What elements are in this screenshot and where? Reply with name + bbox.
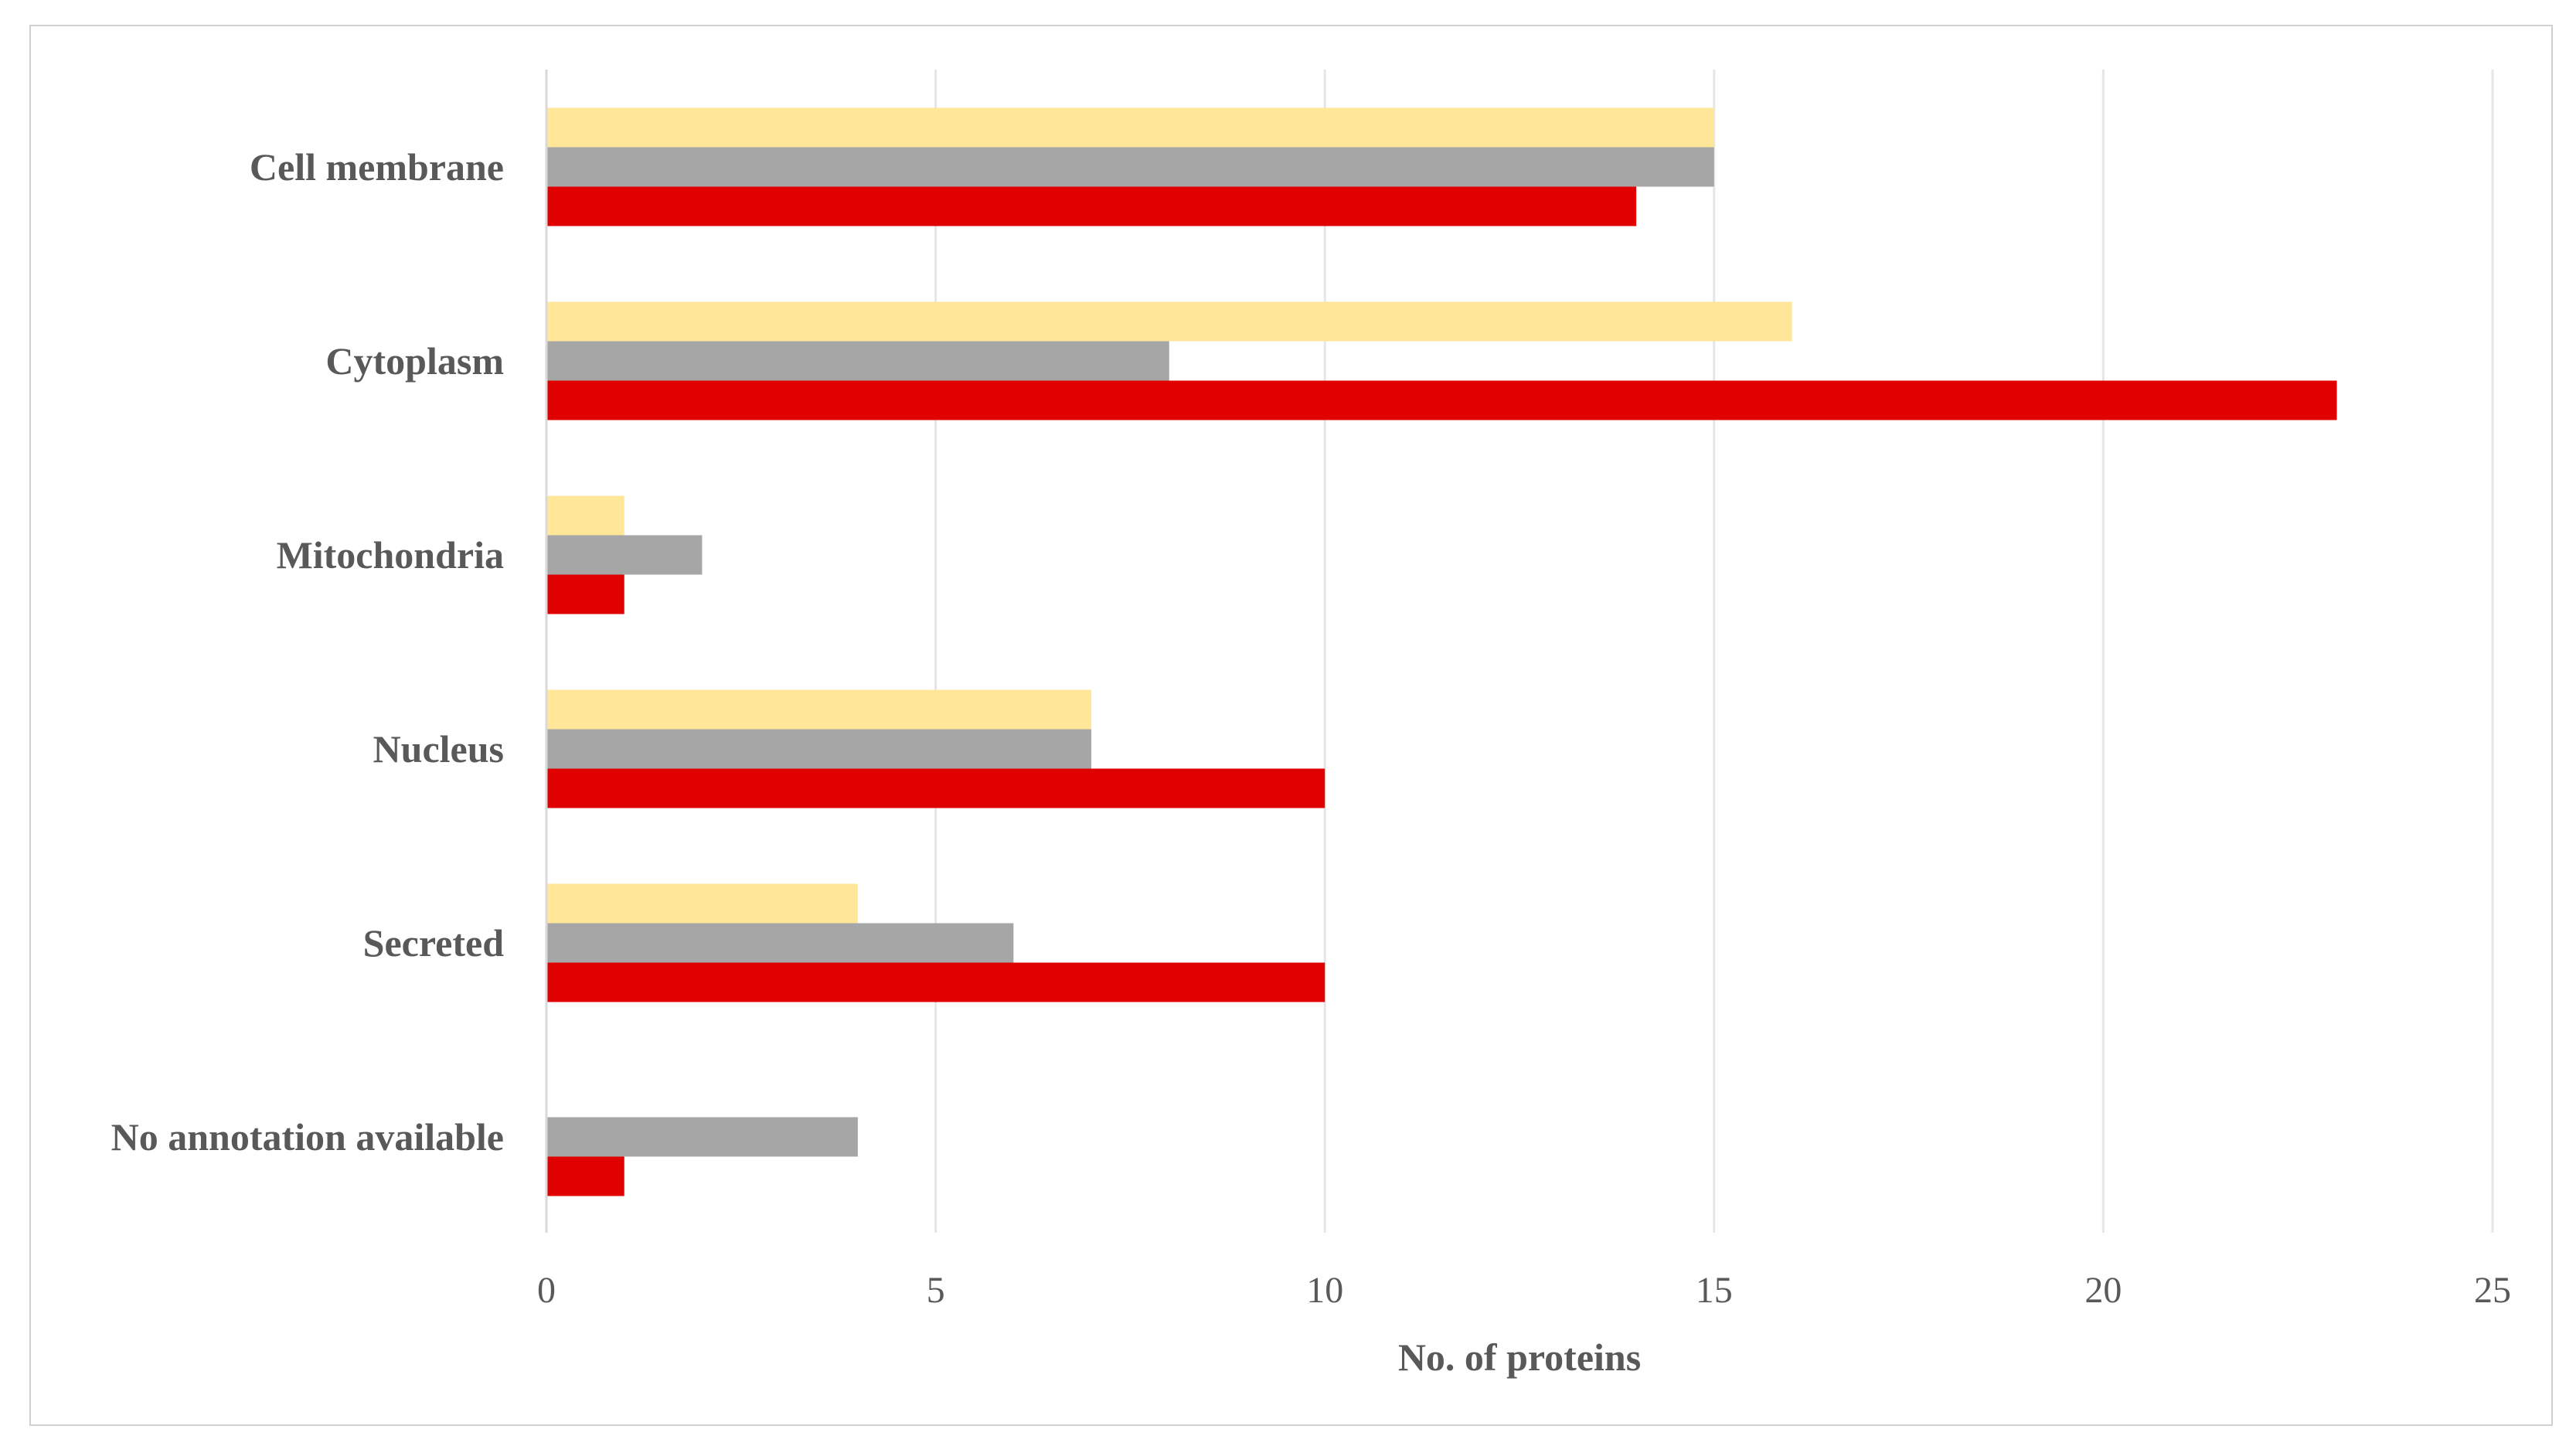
bar-cytoplasm-series-2	[546, 341, 1169, 381]
bar-secreted-series-2	[546, 923, 1014, 963]
bar-mitochondria-series-1	[546, 495, 624, 536]
x-tick-label-5: 5	[927, 1270, 945, 1311]
bar-mitochondria-series-3	[546, 574, 624, 614]
bar-cell-membrane-series-2	[546, 147, 1714, 187]
category-label-mitochondria: Mitochondria	[277, 533, 504, 577]
bar-nucleus-series-3	[546, 768, 1325, 808]
bar-nucleus-series-2	[546, 729, 1092, 769]
x-tick-label-15: 15	[1696, 1270, 1733, 1311]
bars	[546, 107, 2337, 1196]
category-label-cell-membrane: Cell membrane	[250, 145, 504, 189]
bar-secreted-series-3	[546, 962, 1325, 1002]
bar-mitochondria-series-2	[546, 535, 703, 575]
bar-cytoplasm-series-3	[546, 380, 2337, 420]
labels: 0 5 10 15 20 25 Cell membrane Cytoplasm Mitochon…	[111, 145, 2511, 1311]
x-tick-label-20: 20	[2084, 1270, 2122, 1311]
x-tick-label-10: 10	[1306, 1270, 1343, 1311]
chart-frame	[29, 25, 2553, 1426]
bar-no-annotation-available-series-2	[546, 1117, 858, 1157]
category-label-secreted: Secreted	[363, 921, 505, 965]
bar-no-annotation-available-series-3	[546, 1156, 624, 1196]
bar-cell-membrane-series-1	[546, 107, 1714, 148]
bar-secreted-series-1	[546, 883, 858, 924]
bar-cell-membrane-series-3	[546, 186, 1637, 226]
x-tick-label-0: 0	[537, 1270, 556, 1311]
bar-cytoplasm-series-1	[546, 301, 1792, 342]
x-tick-label-25: 25	[2474, 1270, 2511, 1311]
bar-nucleus-series-1	[546, 689, 1092, 730]
category-label-nucleus: Nucleus	[373, 727, 504, 771]
category-label-no-annotation-available: No annotation available	[111, 1115, 504, 1159]
gridlines	[934, 70, 2494, 1233]
x-axis-title: No. of proteins	[1398, 1336, 1641, 1379]
category-label-cytoplasm: Cytoplasm	[325, 339, 504, 383]
